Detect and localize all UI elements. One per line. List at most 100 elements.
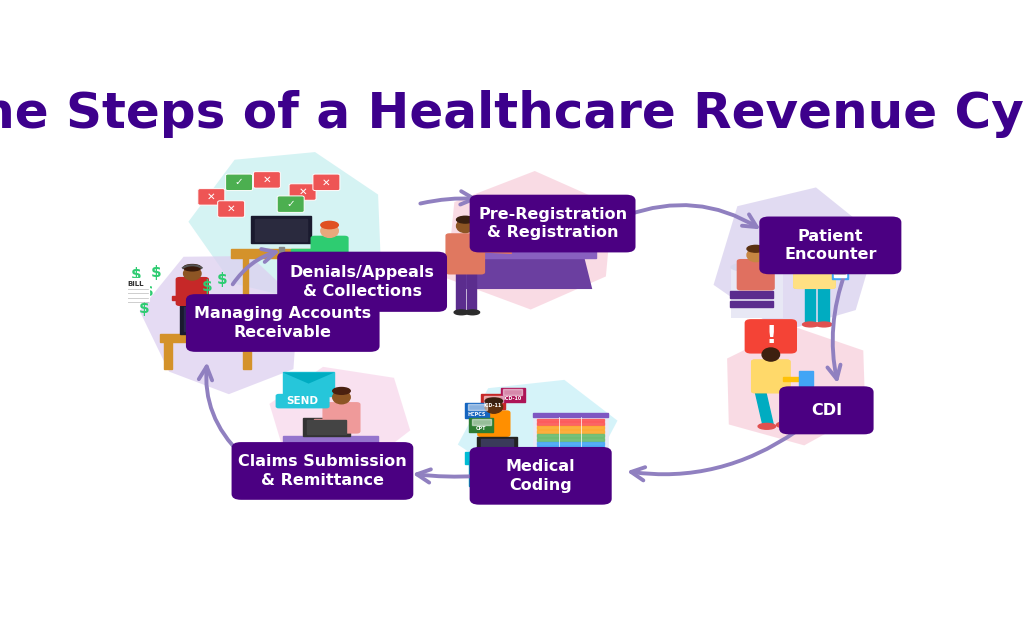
FancyBboxPatch shape bbox=[323, 402, 360, 433]
Bar bbox=[465, 403, 489, 418]
FancyBboxPatch shape bbox=[751, 359, 791, 393]
Text: ✕: ✕ bbox=[322, 177, 331, 187]
FancyBboxPatch shape bbox=[289, 184, 316, 200]
Ellipse shape bbox=[465, 310, 479, 315]
Bar bbox=[314, 418, 331, 423]
Bar bbox=[755, 391, 773, 425]
Bar bbox=[122, 278, 150, 301]
Text: Denials/Appeals
& Collections: Denials/Appeals & Collections bbox=[290, 265, 434, 299]
Bar bbox=[243, 255, 248, 304]
Bar bbox=[367, 444, 374, 466]
FancyBboxPatch shape bbox=[470, 447, 611, 505]
Text: ✕: ✕ bbox=[298, 187, 307, 197]
Bar bbox=[291, 249, 316, 253]
FancyBboxPatch shape bbox=[278, 252, 447, 312]
Bar bbox=[799, 370, 813, 386]
Polygon shape bbox=[714, 188, 878, 332]
FancyBboxPatch shape bbox=[793, 251, 836, 289]
Text: CDI: CDI bbox=[811, 403, 842, 418]
Text: ✓: ✓ bbox=[287, 199, 295, 209]
Ellipse shape bbox=[331, 295, 345, 301]
Text: Claims Submission
& Remittance: Claims Submission & Remittance bbox=[238, 454, 407, 488]
FancyBboxPatch shape bbox=[793, 251, 836, 289]
FancyBboxPatch shape bbox=[253, 171, 281, 188]
Bar bbox=[164, 341, 172, 369]
FancyBboxPatch shape bbox=[445, 233, 485, 275]
Bar bbox=[805, 287, 815, 323]
Polygon shape bbox=[727, 326, 865, 445]
FancyBboxPatch shape bbox=[313, 174, 340, 190]
Bar bbox=[231, 249, 323, 258]
FancyBboxPatch shape bbox=[744, 319, 797, 353]
FancyBboxPatch shape bbox=[218, 201, 245, 217]
Bar bbox=[523, 231, 543, 234]
Bar bbox=[834, 265, 846, 277]
Text: Medical
Coding: Medical Coding bbox=[506, 459, 575, 493]
Text: BILL: BILL bbox=[128, 281, 144, 287]
Ellipse shape bbox=[550, 225, 556, 230]
Bar bbox=[483, 396, 503, 401]
Bar bbox=[481, 394, 505, 409]
Polygon shape bbox=[731, 267, 782, 318]
Text: Patient
Encounter: Patient Encounter bbox=[784, 229, 877, 262]
Text: Managing Accounts
Receivable: Managing Accounts Receivable bbox=[195, 306, 372, 340]
Ellipse shape bbox=[546, 200, 563, 213]
Bar bbox=[513, 231, 557, 247]
Ellipse shape bbox=[776, 422, 794, 428]
Bar bbox=[283, 372, 334, 396]
Text: Pre-Registration
& Registration: Pre-Registration & Registration bbox=[478, 207, 627, 241]
Text: ✕: ✕ bbox=[262, 175, 271, 185]
FancyBboxPatch shape bbox=[470, 195, 636, 253]
Bar bbox=[818, 287, 828, 323]
Ellipse shape bbox=[731, 262, 783, 272]
Bar bbox=[581, 461, 589, 486]
Text: $: $ bbox=[142, 284, 154, 299]
Bar bbox=[537, 418, 604, 421]
Bar bbox=[537, 442, 604, 445]
Ellipse shape bbox=[183, 265, 201, 271]
Bar bbox=[179, 304, 218, 334]
Bar bbox=[479, 248, 512, 253]
Bar bbox=[318, 255, 324, 304]
Ellipse shape bbox=[546, 197, 563, 203]
Bar bbox=[469, 418, 494, 432]
Text: SEND: SEND bbox=[287, 396, 318, 406]
Bar bbox=[532, 413, 608, 416]
Ellipse shape bbox=[457, 219, 474, 232]
Text: $: $ bbox=[216, 272, 227, 287]
FancyBboxPatch shape bbox=[275, 394, 330, 408]
Bar bbox=[537, 434, 604, 437]
FancyBboxPatch shape bbox=[176, 277, 209, 306]
Ellipse shape bbox=[803, 322, 818, 327]
Bar bbox=[465, 452, 592, 464]
Text: $: $ bbox=[131, 267, 141, 282]
Polygon shape bbox=[139, 256, 298, 394]
Bar bbox=[251, 216, 310, 243]
FancyBboxPatch shape bbox=[477, 410, 511, 437]
Ellipse shape bbox=[746, 245, 765, 252]
Text: The Steps of a Healthcare Revenue Cycle: The Steps of a Healthcare Revenue Cycle bbox=[0, 90, 1024, 138]
FancyBboxPatch shape bbox=[537, 210, 572, 241]
Bar bbox=[729, 301, 773, 307]
Ellipse shape bbox=[485, 401, 503, 413]
Bar bbox=[183, 307, 214, 331]
Bar bbox=[477, 437, 517, 452]
Ellipse shape bbox=[806, 240, 823, 253]
Polygon shape bbox=[458, 380, 617, 484]
Ellipse shape bbox=[183, 267, 201, 280]
Bar bbox=[172, 296, 183, 300]
Bar bbox=[243, 341, 251, 369]
Ellipse shape bbox=[333, 391, 350, 404]
Ellipse shape bbox=[457, 216, 474, 223]
Ellipse shape bbox=[333, 387, 350, 394]
Ellipse shape bbox=[321, 221, 338, 229]
Text: $: $ bbox=[202, 279, 213, 294]
Bar bbox=[279, 247, 284, 254]
Ellipse shape bbox=[485, 398, 503, 404]
Bar bbox=[225, 309, 252, 331]
Text: ICD-11: ICD-11 bbox=[484, 403, 502, 408]
Bar bbox=[472, 419, 490, 425]
Bar bbox=[537, 438, 604, 441]
Bar bbox=[333, 265, 343, 296]
Text: $: $ bbox=[138, 301, 150, 316]
